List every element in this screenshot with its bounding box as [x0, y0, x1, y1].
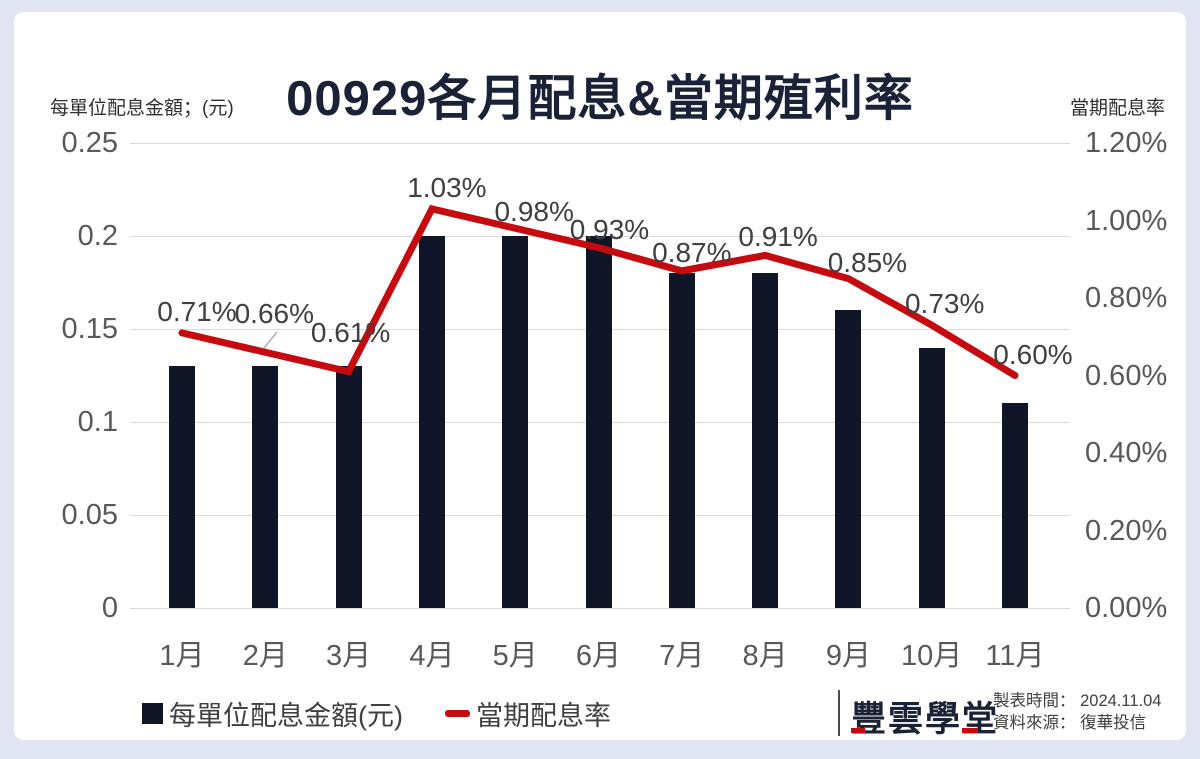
x-axis-label: 4月: [409, 640, 455, 672]
dividend-bar: [335, 366, 362, 608]
yield-point-label: 0.91%: [738, 221, 818, 253]
right-axis-tick: 0.20%: [1085, 514, 1168, 547]
left-axis-tick: 0.15: [61, 313, 118, 345]
legend-label-yield: 當期配息率: [475, 701, 611, 731]
x-axis-label: 7月: [659, 640, 705, 672]
left-axis-title: 每單位配息金額；(元): [50, 98, 234, 119]
brand-logo: 豐雲學堂: [851, 700, 1000, 739]
yield-point-label: 0.87%: [652, 236, 732, 268]
dividend-bar: [668, 273, 695, 608]
chart-legend: 每單位配息金額(元) 當期配息率: [142, 694, 611, 733]
h-gridline: [130, 607, 1070, 609]
x-axis-label: 10月: [901, 640, 963, 672]
h-gridline: [130, 142, 1070, 144]
right-axis-tick: 1.00%: [1085, 204, 1168, 237]
x-axis-label: 6月: [575, 640, 622, 672]
legend-item-yield: 當期配息率: [444, 694, 611, 733]
x-axis-label: 2月: [242, 640, 288, 672]
right-axis-tick: 1.20%: [1085, 127, 1168, 159]
right-axis-tick: 0.60%: [1085, 359, 1168, 392]
label-leader-line: [263, 331, 278, 349]
x-axis-label: 3月: [326, 640, 372, 672]
dividend-bar: [918, 347, 945, 608]
yield-line: [178, 204, 1019, 379]
logo-accent: [962, 728, 978, 733]
left-axis-tick: 0.25: [61, 127, 118, 159]
dividend-bar: [252, 366, 279, 608]
legend-label-dividend: 每單位配息金額(元): [169, 701, 403, 731]
left-axis-tick: 0.1: [77, 406, 118, 438]
dividend-bar: [169, 366, 195, 608]
yield-point-label: 0.60%: [993, 338, 1073, 370]
left-axis-tick: 0.05: [61, 499, 118, 531]
footer-info: 製表時間： 2024.11.04 資料來源： 復華投信: [993, 690, 1161, 734]
dividend-bar: [835, 310, 862, 608]
yield-point-label: 0.71%: [157, 295, 237, 327]
right-axis-title: 當期配息率: [1069, 98, 1165, 119]
yield-point-label: 0.61%: [310, 316, 391, 348]
dividend-bar: [502, 236, 529, 608]
footer-divider: [838, 690, 840, 736]
left-axis-tick: 0: [101, 592, 118, 624]
yield-point-label: 0.98%: [494, 196, 574, 228]
left-axis-tick: 0.2: [77, 220, 118, 252]
yield-point-label: 1.03%: [407, 171, 487, 203]
x-axis-label: 9月: [825, 640, 871, 672]
x-axis-label: 8月: [742, 640, 788, 672]
right-axis-tick: 0.00%: [1085, 592, 1168, 624]
dividend-bar: [752, 273, 779, 608]
source-line: 資料來源： 復華投信: [993, 714, 1147, 732]
legend-item-dividend: 每單位配息金額(元): [142, 694, 403, 733]
logo-accent: [851, 728, 865, 733]
line-series-marker-icon: [444, 710, 470, 717]
x-axis-label: 1月: [159, 640, 205, 672]
right-axis-tick: 0.40%: [1085, 437, 1168, 469]
x-axis-label: 11月: [985, 640, 1045, 672]
right-axis-tick: 0.80%: [1085, 282, 1168, 314]
dividend-bar: [1002, 403, 1028, 608]
made-time-line: 製表時間： 2024.11.04: [993, 692, 1162, 710]
dividend-bar: [418, 236, 445, 608]
yield-point-label: 0.66%: [234, 298, 314, 330]
bar-series-marker-icon: [142, 703, 163, 724]
yield-point-label: 0.93%: [569, 213, 650, 245]
yield-point-label: 0.73%: [904, 288, 985, 320]
dividend-bar: [585, 236, 612, 608]
chart-title: 00929各月配息&當期殖利率: [286, 71, 914, 126]
x-axis-label: 5月: [492, 640, 538, 672]
yield-point-label: 0.85%: [827, 246, 908, 278]
